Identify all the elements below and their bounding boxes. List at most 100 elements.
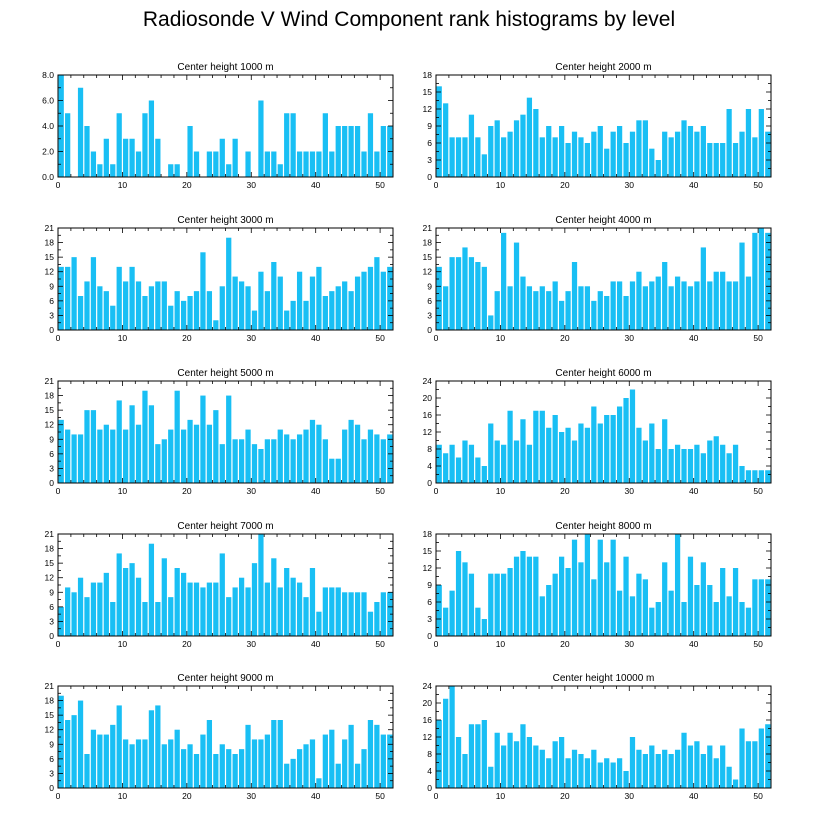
bar <box>449 257 455 330</box>
bar <box>226 237 232 330</box>
y-tick-label: 0.0 <box>42 172 54 182</box>
bar <box>361 439 367 483</box>
bar <box>354 592 361 636</box>
bar <box>559 300 565 330</box>
bar <box>539 596 545 636</box>
bar <box>116 266 122 330</box>
y-tick-label: 6 <box>427 138 432 148</box>
bar <box>155 138 161 177</box>
bar <box>449 590 455 636</box>
bar <box>380 271 386 330</box>
bar <box>174 729 180 788</box>
y-tick-label: 3 <box>49 768 54 778</box>
x-tick-label: 40 <box>689 639 699 649</box>
bar <box>58 695 64 788</box>
bar <box>694 131 700 177</box>
y-tick-label: 15 <box>45 558 55 568</box>
bar <box>348 291 354 330</box>
bar <box>526 97 533 177</box>
bar <box>526 286 533 330</box>
bar <box>277 164 283 177</box>
x-tick-label: 20 <box>182 791 192 801</box>
bar <box>565 427 571 483</box>
bar <box>546 427 552 483</box>
bar <box>232 138 238 177</box>
y-tick-label: 9 <box>427 580 432 590</box>
bar <box>348 592 354 636</box>
bar <box>449 137 455 177</box>
bar <box>168 164 174 177</box>
bar <box>559 432 565 483</box>
bar <box>200 734 206 788</box>
bar <box>387 266 393 330</box>
bar <box>193 291 200 330</box>
bar <box>123 429 129 483</box>
bar <box>513 440 520 483</box>
bar <box>649 745 655 788</box>
bar <box>700 126 706 177</box>
bar <box>161 439 167 483</box>
bar <box>84 410 90 483</box>
x-tick-label: 40 <box>311 486 321 496</box>
bar <box>181 300 187 330</box>
bar <box>206 291 213 330</box>
bar <box>97 286 103 330</box>
y-tick-label: 6 <box>49 449 54 459</box>
bar <box>752 470 758 483</box>
bar <box>501 745 507 788</box>
x-tick-label: 0 <box>434 791 439 801</box>
bar <box>629 131 636 177</box>
bar <box>206 424 213 483</box>
bar <box>181 749 187 788</box>
bar <box>245 286 251 330</box>
bar <box>539 137 545 177</box>
bar <box>258 534 264 636</box>
panel-title: Center height 1000 m <box>177 62 273 73</box>
bar <box>578 754 584 788</box>
bar <box>565 291 571 330</box>
bar <box>71 715 77 788</box>
y-tick-label: 21 <box>423 223 433 233</box>
bar <box>475 262 481 330</box>
x-tick-label: 10 <box>118 639 128 649</box>
bar <box>662 562 668 636</box>
bar <box>720 745 726 788</box>
x-tick-label: 40 <box>689 333 699 343</box>
bar <box>462 137 468 177</box>
bar <box>316 611 322 636</box>
bar <box>565 758 571 788</box>
bar <box>110 602 116 636</box>
bar <box>707 281 713 330</box>
bar <box>610 539 616 636</box>
bar <box>546 758 552 788</box>
y-tick-label: 18 <box>45 544 55 554</box>
bar <box>520 724 526 788</box>
x-tick-label: 50 <box>375 791 385 801</box>
bar <box>206 720 213 788</box>
bar <box>507 732 513 788</box>
y-tick-label: 3 <box>49 310 54 320</box>
bar <box>380 126 386 177</box>
bar <box>732 281 739 330</box>
bar <box>443 453 449 483</box>
bar <box>251 310 258 330</box>
x-tick-label: 20 <box>560 486 570 496</box>
panel-title: Center height 7000 m <box>177 521 273 532</box>
bar <box>342 281 348 330</box>
bar <box>161 558 167 636</box>
bar <box>481 720 487 788</box>
bar <box>65 266 71 330</box>
x-tick-label: 50 <box>375 180 385 190</box>
bar <box>732 444 739 483</box>
bar <box>700 453 706 483</box>
bar <box>155 705 161 788</box>
bar <box>309 151 316 177</box>
bar <box>380 439 386 483</box>
x-tick-label: 10 <box>496 180 506 190</box>
bar <box>90 729 97 788</box>
x-tick-label: 20 <box>560 791 570 801</box>
y-tick-label: 9 <box>49 587 54 597</box>
bar <box>193 582 200 636</box>
bar <box>526 737 533 788</box>
bar <box>258 271 264 330</box>
